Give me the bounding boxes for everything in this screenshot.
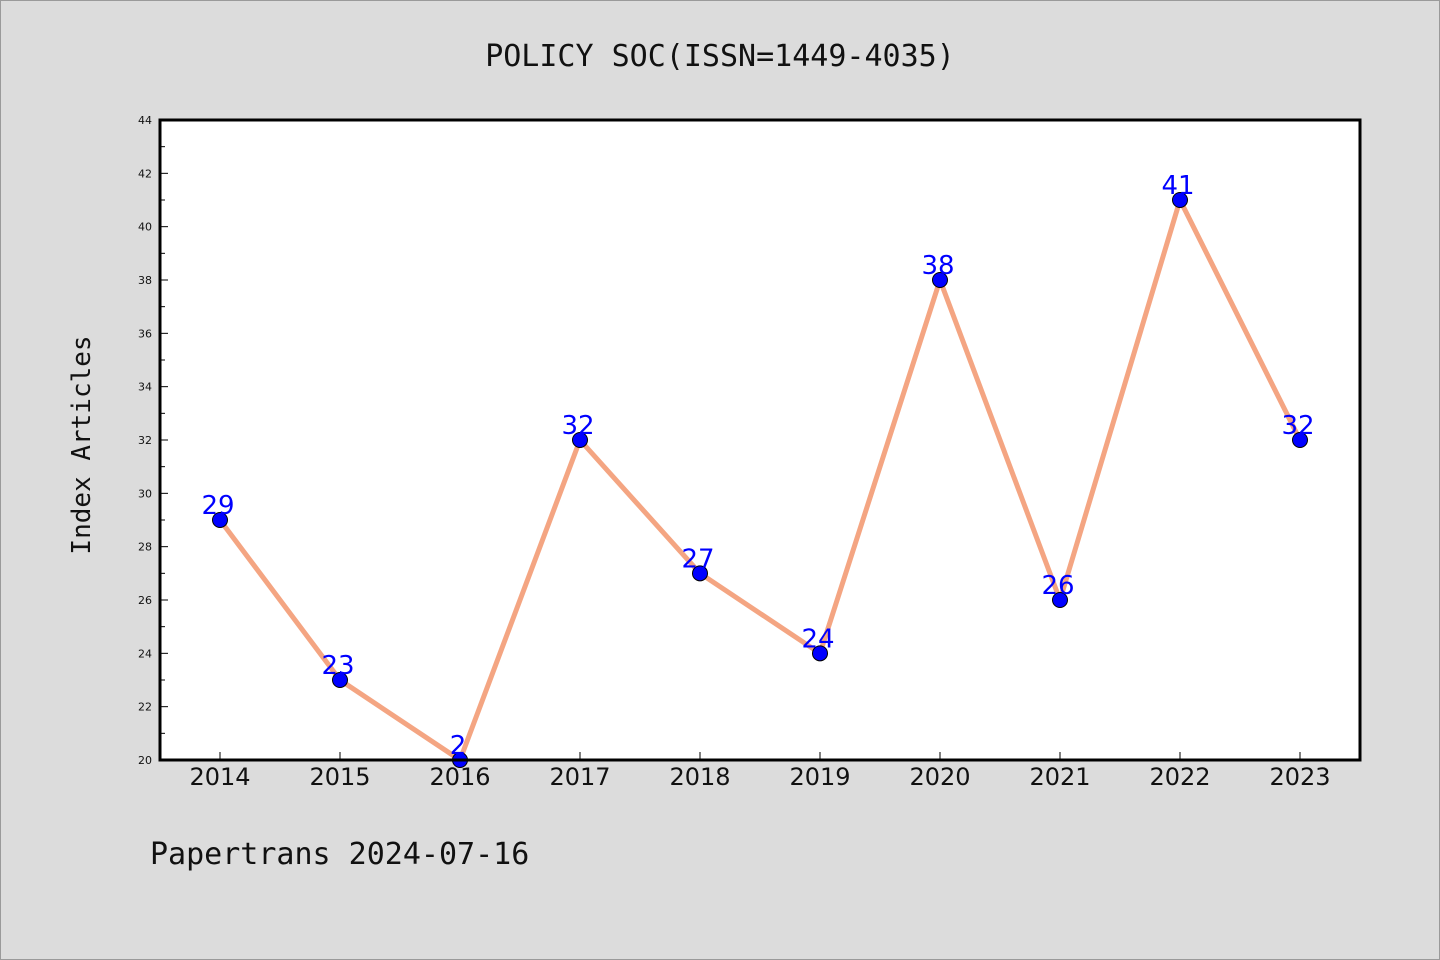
data-point — [692, 565, 708, 582]
x-tick-label: 2023 — [1269, 763, 1330, 791]
data-point — [212, 512, 228, 528]
x-tick-label: 2018 — [669, 763, 730, 791]
y-tick-label: 40 — [138, 221, 152, 234]
data-point — [572, 432, 588, 448]
x-tick-label: 2019 — [789, 763, 850, 791]
data-point — [1172, 192, 1188, 208]
series-line — [217, 197, 1303, 763]
y-tick-label: 24 — [138, 647, 152, 660]
x-tick-label: 2020 — [909, 763, 970, 791]
data-label: 2 — [450, 731, 467, 761]
footer-text: Papertrans 2024-07-16 — [150, 837, 529, 872]
y-axis-label: Index Articles — [67, 335, 97, 554]
x-tick-label: 2017 — [549, 763, 610, 791]
y-tick-label: 34 — [138, 381, 152, 394]
y-tick-label: 38 — [138, 274, 152, 287]
y-tick-label: 28 — [138, 541, 152, 554]
y-tick-label: 32 — [138, 434, 152, 447]
y-tick-label: 36 — [138, 327, 152, 340]
y-tick-label: 22 — [138, 701, 152, 714]
data-label: 41 — [1161, 171, 1194, 201]
data-point — [332, 672, 348, 688]
data-point — [932, 272, 948, 288]
x-tick-label: 2021 — [1029, 763, 1090, 791]
data-label: 38 — [921, 251, 954, 281]
y-tick-label: 20 — [138, 754, 152, 767]
plot-border — [158, 118, 1362, 762]
data-point — [812, 645, 828, 662]
data-point — [1052, 592, 1068, 608]
data-label: 32 — [561, 411, 594, 441]
data-label: 27 — [681, 544, 714, 574]
y-tick-label: 26 — [138, 594, 152, 607]
data-label: 26 — [1041, 571, 1074, 601]
y-tick-label: 44 — [138, 114, 152, 127]
data-label: 29 — [201, 491, 234, 521]
y-tick-label: 42 — [138, 167, 152, 180]
x-tick-label: 2022 — [1149, 763, 1210, 791]
data-point — [1292, 432, 1308, 448]
y-tick-label: 30 — [138, 487, 152, 500]
series-line-layer — [217, 197, 1303, 763]
x-tick-label: 2015 — [309, 763, 370, 791]
data-labels: 29 23 2 32 27 24 38 26 41 32 — [201, 171, 1314, 761]
x-tick-label: 2014 — [189, 763, 250, 791]
plot-area — [160, 120, 1360, 760]
chart-title: POLICY SOC(ISSN=1449-4035) — [485, 39, 955, 74]
data-label: 24 — [801, 624, 834, 654]
data-label: 32 — [1281, 411, 1314, 441]
data-label: 23 — [321, 651, 354, 681]
